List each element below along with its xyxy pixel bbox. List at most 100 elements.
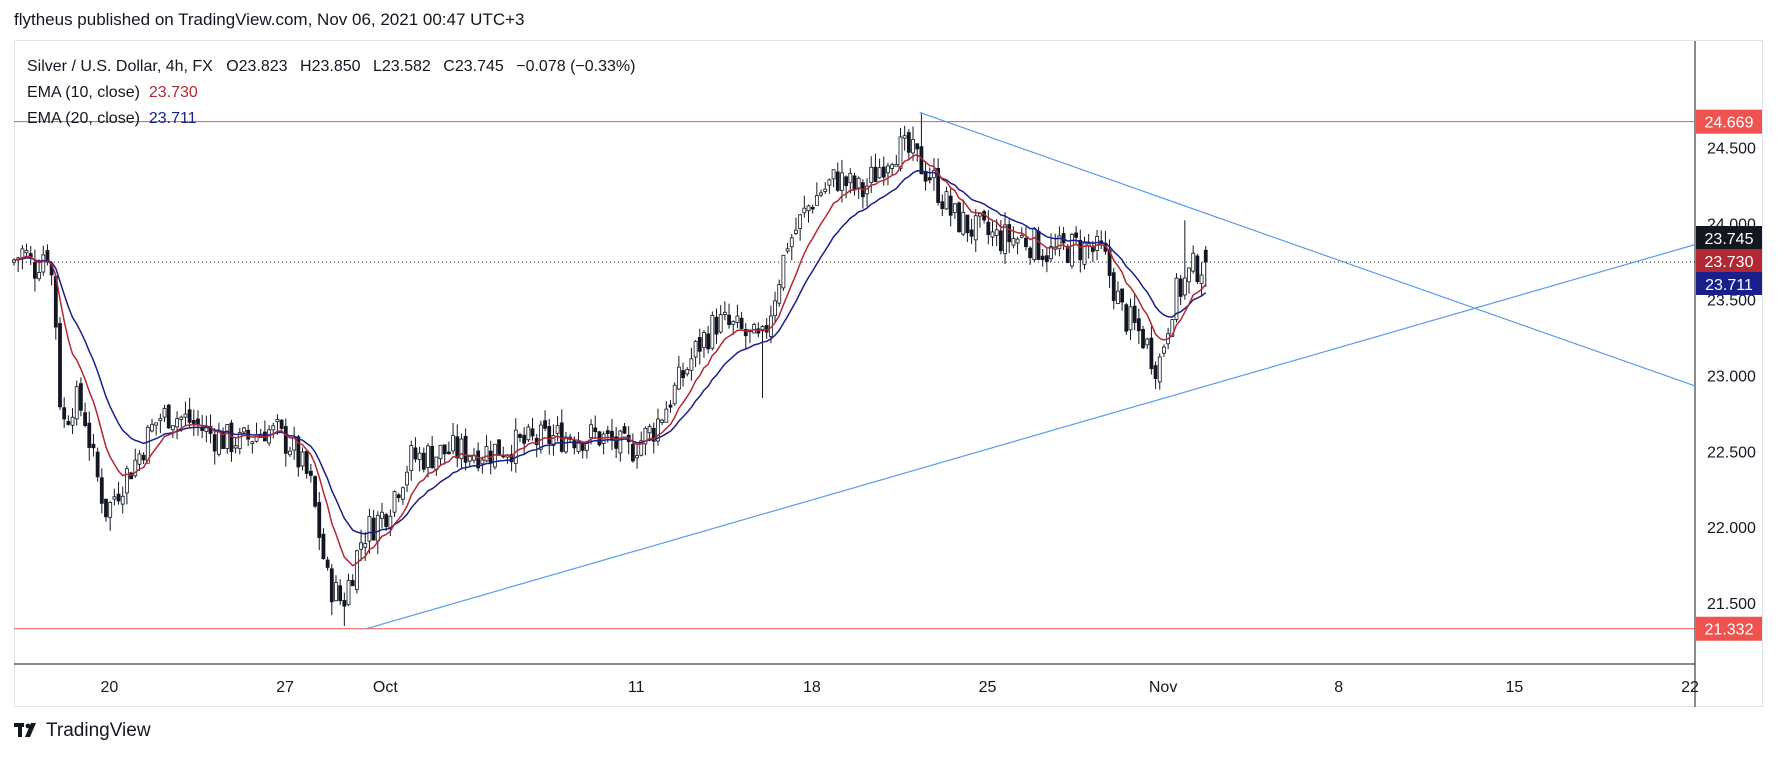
candle-body [74,386,79,420]
candle-body [359,542,363,550]
candle-body [1044,255,1049,263]
ema10-badge [1696,249,1762,272]
x-tick-label: 25 [979,679,997,696]
candle-body [1015,238,1020,244]
candle-body [635,455,639,459]
candle-body [986,221,991,235]
candle-body [225,424,230,449]
candle-body [237,432,242,450]
lower-trendline [365,244,1696,630]
candle-body [1195,255,1200,283]
last-price-badge [1696,226,1762,249]
candle-body [814,195,819,206]
candle-body [79,383,83,411]
ema20-label: EMA (20, close) [27,110,140,127]
low-value: 23.582 [381,58,431,75]
candle-body [827,179,832,186]
candle-body [668,404,673,408]
candle-body [346,579,351,606]
candle-body [714,316,719,335]
candle-body [112,496,117,500]
candle-body [1090,246,1095,252]
candle-body [150,423,154,432]
candle-body [104,498,108,518]
candle-body [187,409,192,423]
candle-body [580,444,585,451]
candle-body [973,215,978,241]
upper-trendline [919,111,1696,387]
candle-body [844,176,849,187]
candle-body [773,300,777,317]
candle-body [350,580,355,587]
candle-body [1070,234,1074,267]
x-tick-label: Oct [373,679,398,696]
candle-body [279,419,284,429]
candle-body [547,426,552,445]
candle-body [308,470,313,476]
x-tick-label: 11 [628,679,645,696]
candle-body [940,201,945,209]
candle-body [321,533,326,559]
candle-body [154,422,159,426]
candle-body [137,453,142,465]
candle-body [881,166,886,178]
candle-body [1003,224,1007,254]
ema10-row[interactable]: EMA (10, close) 23.730 [27,80,635,106]
candle-body [158,417,163,422]
symbol-label[interactable]: Silver / U.S. Dollar, 4h, FX [27,58,213,75]
y-tick-label: 23.000 [1707,368,1756,385]
candle-body [555,425,560,434]
candle-body [915,143,920,150]
candle-body [957,202,961,233]
candle-body [396,494,401,499]
close-value: 23.745 [454,58,504,75]
candle-body [300,451,305,467]
candle-body [936,167,941,203]
candle-body [484,446,489,462]
candle-body [618,430,623,454]
candle-body [455,436,460,459]
candle-body [354,550,359,590]
candle-body [179,416,184,420]
candle-body [145,426,150,464]
x-tick-label: 15 [1505,679,1523,696]
tradingview-logo[interactable]: TradingView [14,720,151,742]
tradingview-logo-text: TradingView [46,720,151,741]
chart-frame[interactable] [14,40,1763,707]
candle-body [564,436,568,453]
candle-body [70,416,75,426]
candle-body [216,431,221,455]
candle-body [743,329,748,337]
candle-body [1149,337,1154,370]
candle-body [271,425,276,431]
candle-body [1057,235,1062,250]
candle-body [994,229,999,236]
candle-body [41,254,46,273]
candle-body [819,192,823,196]
candle-body [250,441,255,444]
candle-body [1120,288,1125,303]
candle-body [806,205,811,212]
candle-body [630,443,635,462]
candle-body [1170,319,1175,337]
candle-body [990,231,995,238]
candle-body [342,600,347,607]
candle-body [421,452,426,470]
candle-body [1111,272,1116,301]
candle-body [95,451,100,478]
candle-body [375,514,380,542]
open-value: 23.823 [238,58,288,75]
candle-body [710,315,715,349]
candle-body [497,439,501,456]
candle-body [798,214,803,229]
candle-body [1007,224,1012,243]
x-tick-label: 27 [276,679,294,696]
candle-body [196,418,200,425]
ema20-row[interactable]: EMA (20, close) 23.711 [27,106,635,132]
candle-body [480,459,485,465]
candle-body [1124,304,1129,332]
candle-body [12,259,16,263]
candle-body [442,444,447,455]
candle-body [1036,230,1041,260]
